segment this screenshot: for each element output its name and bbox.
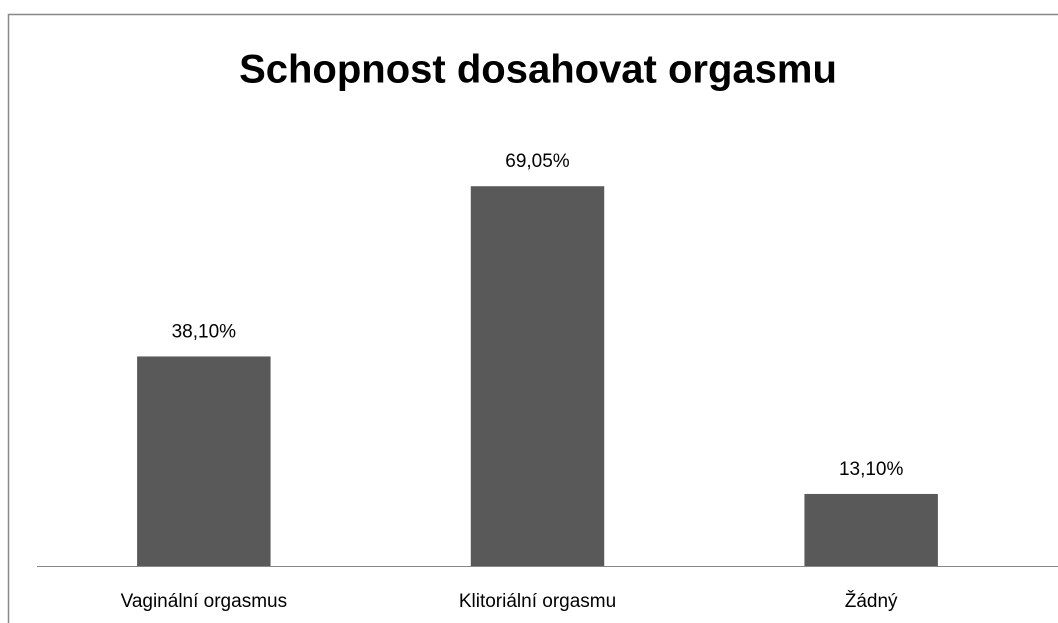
data-label: 38,10% — [172, 321, 237, 342]
x-tick-label: Žádný — [845, 590, 898, 612]
data-label: 13,10% — [839, 459, 904, 480]
chart-title: Schopnost dosahovat orgasmu — [239, 48, 837, 92]
x-tick-label: Klitoriální orgasmu — [459, 591, 616, 612]
bar — [804, 493, 938, 566]
x-tick-label: Vaginální orgasmus — [121, 591, 288, 612]
bar — [137, 356, 271, 566]
data-label: 69,05% — [505, 151, 570, 172]
bar — [470, 186, 605, 566]
